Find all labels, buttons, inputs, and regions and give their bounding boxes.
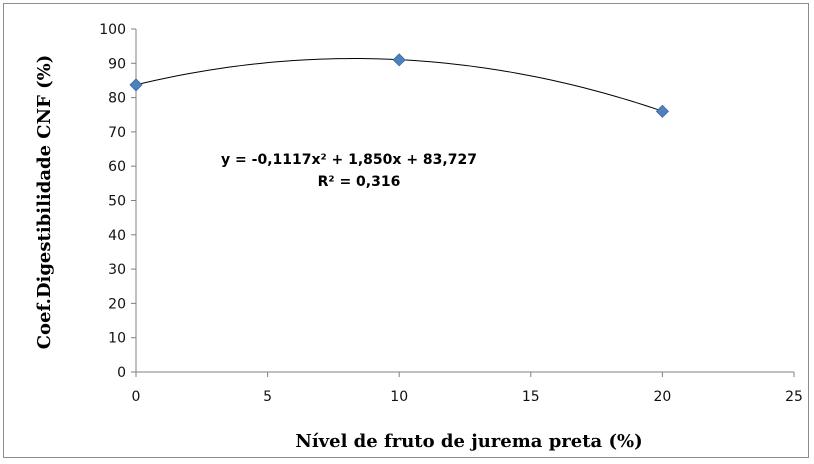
x-tick-label: 10 (390, 389, 408, 405)
y-tick-label: 70 (108, 125, 126, 141)
y-tick-label: 50 (108, 194, 126, 210)
data-point (392, 53, 406, 67)
y-tick-labels: 0 10 20 30 40 50 60 70 80 90 100 (99, 22, 126, 381)
y-tick-label: 100 (99, 22, 126, 38)
y-tick-label: 10 (108, 331, 126, 347)
y-tick-label: 80 (108, 91, 126, 107)
x-tick-labels: 0 5 10 15 20 25 (132, 389, 803, 405)
x-axis-title: Nível de fruto de jurema preta (%) (295, 431, 642, 452)
x-tick-label: 5 (263, 389, 272, 405)
chart-frame: 0 10 20 30 40 50 60 70 80 90 100 0 5 10 15 20 25 y = -0… (3, 3, 809, 458)
y-tick-label: 0 (117, 365, 126, 381)
axes (131, 28, 795, 377)
y-tick-label: 90 (108, 56, 126, 72)
chart-svg: 0 10 20 30 40 50 60 70 80 90 100 0 5 10 15 20 25 y = -0… (34, 22, 803, 452)
y-tick-label: 40 (108, 228, 126, 244)
r-squared: R² = 0,316 (318, 174, 401, 190)
y-tick-label: 20 (108, 296, 126, 312)
trend-equation: y = -0,1117x² + 1,850x + 83,727 (221, 152, 477, 168)
x-tick-label: 0 (132, 389, 141, 405)
x-tick-label: 25 (785, 389, 803, 405)
y-axis-title: Coef.Digestibilidade CNF (%) (34, 55, 55, 350)
y-tick-label: 60 (108, 159, 126, 175)
x-tick-label: 20 (653, 389, 671, 405)
data-point (129, 78, 143, 92)
data-point (655, 104, 669, 118)
data-points (129, 53, 669, 118)
y-tick-label: 30 (108, 262, 126, 278)
x-tick-label: 15 (522, 389, 540, 405)
